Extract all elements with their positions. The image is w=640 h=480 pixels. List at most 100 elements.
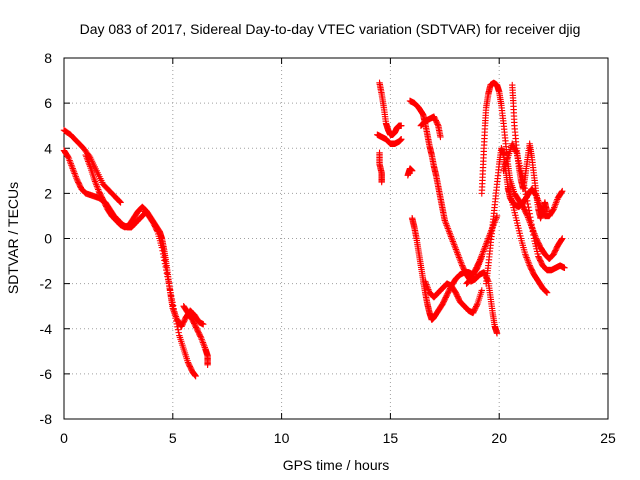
data-point [192, 372, 199, 380]
data-point [475, 259, 483, 266]
data-point [164, 273, 171, 280]
data-point [172, 314, 179, 322]
series-arc-4 [141, 208, 199, 380]
data-point [163, 266, 170, 274]
series-arc-11 [417, 113, 444, 141]
data-point [559, 187, 566, 195]
series-arc-5 [180, 302, 211, 369]
data-point [527, 214, 534, 221]
data-point [493, 330, 501, 337]
data-point [173, 320, 181, 328]
data-point [542, 288, 550, 295]
data-point [116, 197, 123, 205]
x-tick-label: 15 [383, 430, 399, 446]
series-arc-19 [463, 212, 501, 287]
y-tick-label: 6 [44, 95, 52, 111]
data-point [117, 199, 124, 206]
data-point [527, 217, 535, 224]
data-point [522, 187, 529, 195]
data-point [434, 121, 441, 128]
data-point [173, 317, 180, 325]
data-point [161, 260, 169, 267]
data-point [543, 289, 551, 296]
data-point [163, 270, 171, 277]
y-tick-label: 4 [44, 140, 52, 156]
data-point [518, 170, 525, 177]
data-point [161, 257, 168, 264]
grid-lines [64, 58, 608, 419]
data-point [473, 302, 481, 309]
data-point [524, 200, 531, 208]
x-tick-label: 20 [491, 430, 507, 446]
data-point [116, 198, 124, 205]
data-point [171, 308, 178, 316]
y-axis-label: SDTVAR / TECUs [5, 182, 21, 294]
data-point [523, 194, 530, 201]
y-tick-label: -2 [40, 276, 53, 292]
data-point [529, 228, 536, 235]
data-point [160, 253, 167, 261]
data-point [530, 231, 537, 239]
data-point [528, 221, 535, 228]
y-tick-label: -8 [40, 411, 53, 427]
data-point [153, 227, 161, 234]
series-arc-10 [404, 165, 416, 179]
data-point [561, 264, 568, 272]
series-arc-8 [376, 149, 385, 186]
data-point [167, 289, 174, 296]
data-point [162, 263, 169, 271]
data-point [170, 305, 177, 312]
data-point [175, 329, 182, 336]
data-point [165, 279, 172, 287]
data-point [159, 247, 166, 254]
data-point [512, 148, 520, 155]
x-axis-label: GPS time / hours [283, 457, 390, 473]
data-point [520, 179, 527, 186]
data-point [200, 321, 207, 328]
data-point [174, 326, 182, 333]
data-point [378, 178, 385, 186]
data-point [558, 188, 565, 196]
data-point [159, 250, 167, 258]
data-point [158, 244, 166, 251]
data-point [166, 286, 174, 293]
data-point [398, 122, 405, 129]
series-arc-18 [500, 140, 568, 274]
data-point [166, 283, 173, 290]
data-point [168, 295, 176, 303]
x-tick-label: 5 [169, 430, 177, 446]
data-point [398, 136, 405, 143]
x-tick-label: 25 [600, 430, 616, 446]
data-point [520, 182, 528, 189]
y-tick-label: 0 [44, 231, 52, 247]
series-arc-6 [376, 79, 405, 138]
data-point [408, 167, 416, 175]
data-point [174, 323, 181, 331]
data-point [523, 211, 531, 218]
series-arc-9 [406, 97, 501, 337]
data-point [171, 312, 179, 319]
data-point [478, 287, 485, 294]
plot-frame [63, 57, 609, 420]
y-tick-label: 2 [44, 185, 52, 201]
data-point [197, 333, 204, 340]
x-tick-label: 10 [274, 430, 290, 446]
series-arc-7 [374, 131, 405, 147]
data-point [169, 302, 177, 309]
data-point [204, 361, 211, 369]
data-points [60, 79, 568, 380]
y-tick-label: -6 [40, 366, 53, 382]
data-point [521, 185, 528, 192]
data-point [558, 236, 565, 243]
data-point [559, 235, 566, 242]
data-point [525, 207, 533, 214]
data-point [543, 288, 550, 296]
data-point [164, 276, 172, 283]
series-arc-17 [509, 81, 551, 222]
data-point [493, 212, 501, 220]
series-arc-16 [504, 185, 551, 296]
data-point [523, 197, 531, 204]
data-point [437, 133, 444, 141]
data-point [543, 208, 551, 215]
data-point [169, 299, 176, 306]
